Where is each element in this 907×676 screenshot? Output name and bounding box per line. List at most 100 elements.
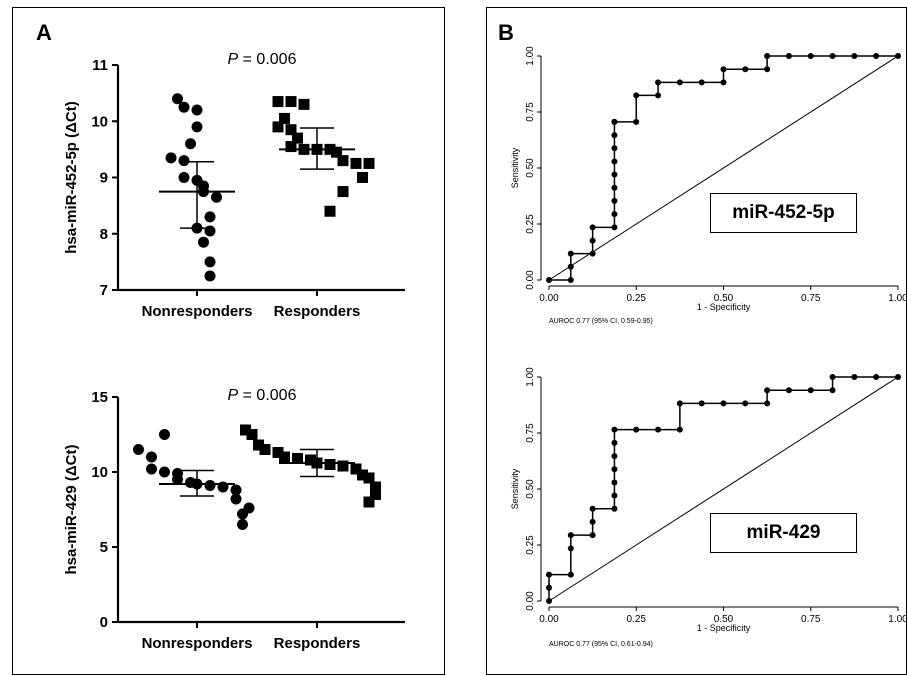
y-tick-label: 0	[100, 614, 108, 631]
nonresponder-point	[191, 121, 203, 133]
roc-point	[546, 571, 552, 578]
x-tick-label: 0.50	[714, 614, 734, 625]
roc-point	[633, 426, 640, 433]
responder-point	[350, 157, 362, 169]
roc-point	[546, 277, 552, 283]
nonresponder-point	[159, 466, 170, 478]
responder-point	[272, 96, 284, 108]
p-value-title: P = 0.006	[228, 387, 297, 404]
roc-point	[611, 439, 618, 446]
nonresponder-point	[133, 444, 144, 455]
nonresponder-point	[230, 484, 242, 496]
roc-point	[611, 171, 618, 178]
y-axis-label: Sensitivity	[510, 468, 520, 509]
y-tick-label: 0.25	[525, 214, 536, 234]
x-tick-label: 0.50	[714, 293, 734, 304]
responder-point	[259, 444, 271, 455]
responder-point	[370, 489, 381, 500]
responder-point	[285, 141, 297, 153]
responder-point	[240, 424, 251, 436]
x-axis-label: 1 - Specificity	[697, 302, 751, 312]
y-tick-label: 1.00	[525, 367, 536, 387]
y-tick-label: 1.00	[525, 46, 536, 66]
reference-diagonal	[548, 376, 899, 602]
responder-point	[370, 481, 381, 493]
roc-point	[567, 250, 574, 257]
responder-point	[331, 146, 342, 158]
roc-point	[546, 598, 552, 604]
roc-point	[611, 132, 618, 139]
nonresponder-point	[178, 101, 190, 113]
roc-point	[633, 118, 640, 125]
roc-point	[720, 66, 727, 73]
responder-point	[305, 454, 316, 466]
roc-point	[655, 426, 662, 433]
roc-point	[764, 400, 771, 407]
x-tick-label: 1.00	[888, 293, 907, 304]
x-tick-label: 0.00	[539, 614, 559, 625]
roc-point	[676, 79, 683, 86]
nonresponder-point	[165, 152, 177, 164]
nonresponder-point	[204, 225, 216, 237]
y-tick-label: 0.50	[525, 479, 536, 499]
nonresponder-point	[178, 172, 190, 183]
responder-point	[363, 157, 375, 169]
roc-point	[873, 374, 880, 380]
roc-point	[567, 263, 574, 270]
roc-point	[807, 53, 814, 59]
roc-point	[829, 387, 836, 394]
roc-point	[851, 53, 858, 59]
roc-point	[589, 518, 596, 525]
responder-point	[272, 121, 284, 133]
roc-point	[655, 92, 662, 99]
x-axis-label: 1 - Specificity	[697, 623, 751, 633]
nonresponder-point	[146, 451, 157, 463]
scatter-plot-mir-452-5p: P = 0.006 7 8 9 10 11 Nonresponders Responders h…	[63, 51, 405, 320]
responder-point	[253, 439, 264, 451]
roc-point	[698, 79, 705, 86]
roc-point	[611, 145, 618, 152]
roc-point	[829, 53, 836, 59]
responder-point	[324, 459, 336, 470]
x-tick-label: 0.25	[627, 293, 647, 304]
responder-point	[363, 496, 375, 508]
roc-point	[589, 250, 596, 257]
x-tick-label: 0.25	[627, 614, 647, 625]
responder-point	[363, 472, 375, 484]
responder-point	[337, 155, 349, 167]
roc-point	[611, 118, 618, 125]
y-tick-label: 0.75	[525, 102, 536, 122]
responder-point	[337, 186, 349, 198]
responder-point	[292, 132, 303, 144]
responder-point	[324, 205, 336, 217]
panel-a-frame	[12, 7, 445, 675]
nonresponder-point	[159, 429, 170, 440]
responder-point	[285, 124, 297, 136]
roc-point	[567, 545, 574, 552]
roc-curve	[548, 376, 898, 601]
panel-b-frame	[486, 7, 907, 675]
x-category-label: Nonresponders	[142, 635, 253, 652]
roc-point	[611, 211, 618, 218]
nonresponder-point	[204, 256, 216, 268]
panel-b-label: B	[498, 20, 514, 45]
roc-point	[611, 426, 618, 433]
x-tick-label: 0.00	[539, 293, 559, 304]
y-tick-label: 15	[91, 389, 108, 406]
roc-point	[764, 53, 771, 59]
nonresponder-point	[178, 155, 190, 167]
p-value-title: P = 0.006	[228, 51, 297, 68]
panel-a-label: A	[36, 20, 52, 45]
y-tick-label: 0.00	[525, 270, 536, 290]
roc-point	[567, 532, 574, 539]
responder-point	[357, 469, 368, 481]
x-tick-label: 0.75	[801, 293, 821, 304]
responder-point	[292, 453, 303, 464]
roc-point	[589, 532, 596, 539]
roc-point	[742, 66, 749, 73]
roc-point	[873, 53, 880, 59]
roc-point	[611, 224, 618, 231]
nonresponder-point	[204, 480, 216, 491]
nonresponder-point	[237, 519, 248, 530]
nonresponder-point	[172, 474, 183, 485]
